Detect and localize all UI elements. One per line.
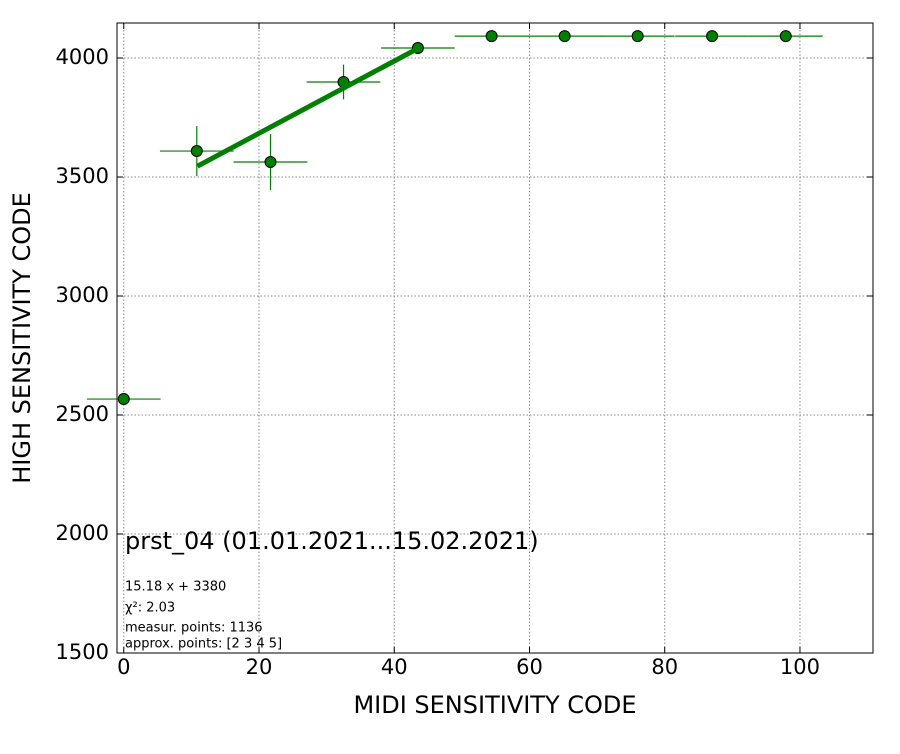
y-tick-label: 2500 — [56, 402, 109, 426]
x-tick-label: 80 — [651, 655, 678, 679]
annotation: 15.18 x + 3380 — [125, 580, 226, 595]
data-point — [190, 145, 203, 158]
y-tick-label: 3500 — [56, 164, 109, 188]
x-tick-label: 60 — [516, 655, 543, 679]
plot-frame — [116, 22, 874, 654]
annotation: prst_04 (01.01.2021...15.02.2021) — [125, 527, 539, 555]
x-tick-label: 20 — [246, 655, 273, 679]
annotation: measur. points: 1136 — [125, 621, 263, 636]
annotation: approx. points: [2 3 4 5] — [125, 637, 282, 652]
x-axis-label: MIDI SENSITIVITY CODE — [353, 691, 636, 719]
data-point — [558, 30, 571, 43]
data-point — [264, 155, 277, 168]
data-point — [117, 393, 130, 406]
y-tick-label: 2000 — [56, 521, 109, 545]
data-point — [779, 30, 792, 43]
data-point — [485, 30, 498, 43]
y-tick-label: 3000 — [56, 283, 109, 307]
x-tick-label: 40 — [381, 655, 408, 679]
y-axis-label: HIGH SENSITIVITY CODE — [8, 192, 36, 484]
data-point — [706, 30, 719, 43]
y-tick-label: 4000 — [56, 45, 109, 69]
annotation: χ²: 2.03 — [125, 601, 175, 616]
y-tick-label: 1500 — [56, 640, 109, 664]
data-point — [631, 30, 644, 43]
x-tick-label: 0 — [117, 655, 130, 679]
x-tick-label: 100 — [780, 655, 820, 679]
fit-line — [196, 46, 420, 169]
